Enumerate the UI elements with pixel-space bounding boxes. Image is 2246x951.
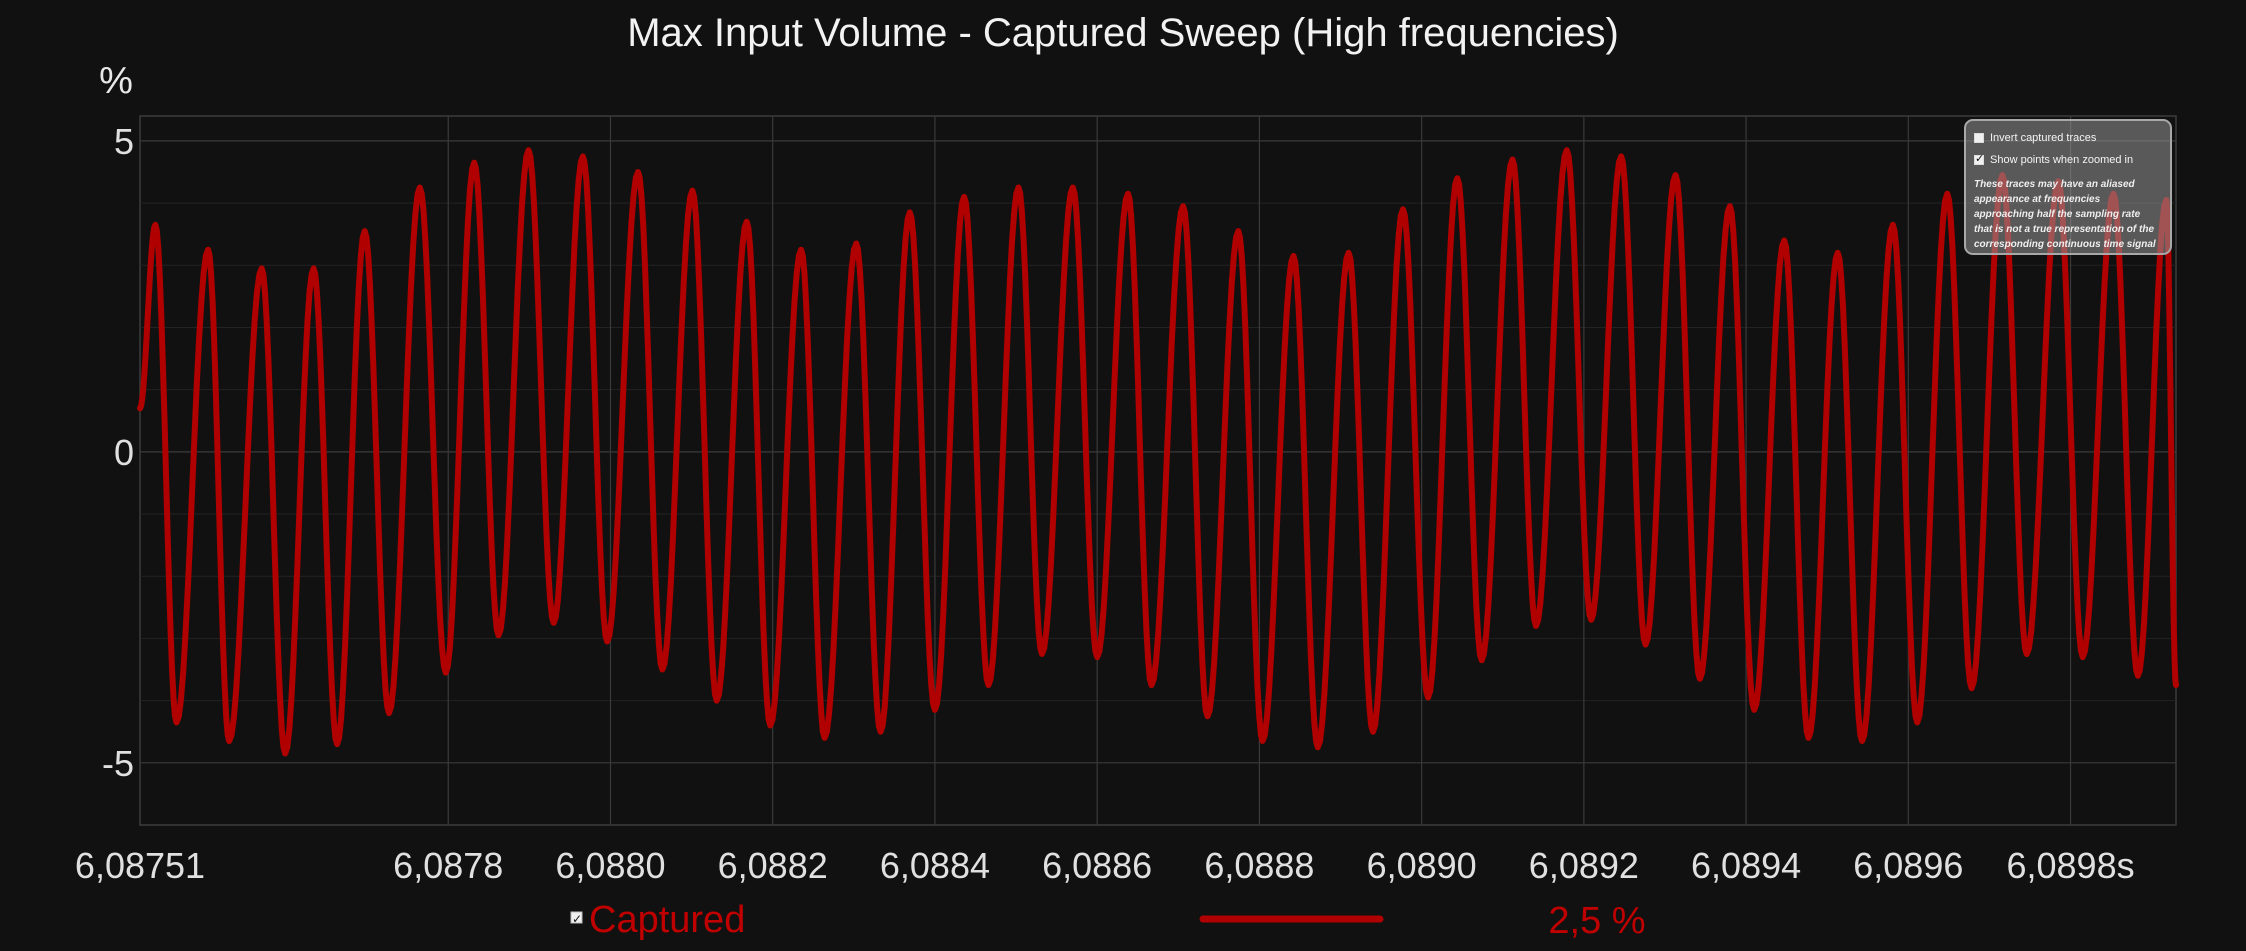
legend-value: 2,5 % [1548,900,1645,942]
x-tick-label: 6,0878 [393,845,503,886]
legend-checkbox[interactable] [570,911,583,924]
x-tick-label: 6,0892 [1529,845,1639,886]
y-tick-label: 5 [114,121,134,162]
x-tick-label: 6,0882 [718,845,828,886]
x-tick-label: 6,0886 [1042,845,1152,886]
x-tick-label: 6,0896 [1853,845,1963,886]
y-axis-ticks: 5 0 -5 [102,121,134,784]
y-axis-unit: % [99,60,133,102]
show-points-checkbox[interactable] [1974,152,1984,165]
legend-check-icon: ✓ [572,912,582,926]
x-tick-label: 6,0898s [2006,845,2134,886]
show-points-label: Show points when zoomed in [1990,154,2134,166]
y-tick-label: 0 [114,432,134,473]
invert-traces-option[interactable]: Invert captured traces [1974,127,2162,149]
captured-trace [137,147,2179,757]
trace-options-panel: Invert captured traces Show points when … [1964,119,2172,255]
x-tick-label: 6,0884 [880,845,990,886]
legend: ✓ Captured 2,5 % [570,899,1646,942]
x-tick-label: 6,08751 [75,845,205,886]
legend-label[interactable]: Captured [589,899,745,941]
show-points-option[interactable]: Show points when zoomed in [1974,149,2162,171]
x-tick-label: 6,0894 [1691,845,1801,886]
aliasing-note: These traces may have an aliased appeara… [1974,179,2156,250]
y-tick-label: -5 [102,743,134,784]
x-tick-label: 6,0880 [555,845,665,886]
plot-area[interactable] [139,115,2177,826]
x-tick-label: 6,0888 [1204,845,1314,886]
invert-traces-label: Invert captured traces [1990,132,2097,144]
chart-title: Max Input Volume - Captured Sweep (High … [627,11,1619,55]
x-tick-label: 6,0890 [1367,845,1477,886]
invert-traces-checkbox[interactable] [1974,133,1984,143]
x-axis-ticks: 6,08751 6,0878 6,0880 6,0882 6,0884 6,0886 6,0… [75,845,2135,886]
